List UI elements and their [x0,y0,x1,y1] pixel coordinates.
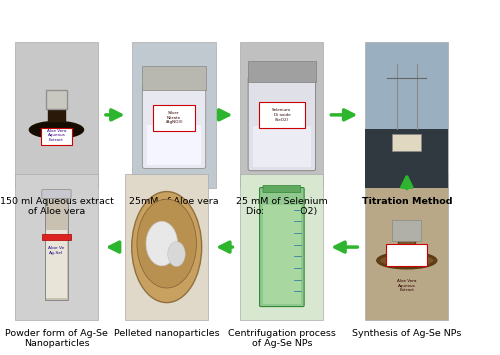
FancyBboxPatch shape [259,102,305,128]
FancyBboxPatch shape [365,130,448,188]
Text: Powder form of Ag-Se
Nanoparticles: Powder form of Ag-Se Nanoparticles [5,329,108,348]
FancyBboxPatch shape [253,126,310,167]
FancyBboxPatch shape [263,205,300,304]
FancyBboxPatch shape [142,66,206,90]
FancyBboxPatch shape [392,220,422,241]
FancyBboxPatch shape [46,90,67,109]
FancyBboxPatch shape [132,42,216,188]
Ellipse shape [168,241,185,267]
Text: Silver
Nitrate
(AgNO3): Silver Nitrate (AgNO3) [165,111,183,125]
Text: Aloe Vera
Aqueous
Extract: Aloe Vera Aqueous Extract [397,279,416,292]
Text: 25mM of Aloe vera: 25mM of Aloe vera [129,197,219,206]
FancyBboxPatch shape [42,190,71,199]
Ellipse shape [30,121,84,138]
Ellipse shape [30,123,82,137]
FancyBboxPatch shape [15,174,98,320]
FancyBboxPatch shape [386,244,428,267]
FancyBboxPatch shape [263,186,300,192]
Text: Titration Method: Titration Method [362,197,452,206]
FancyBboxPatch shape [142,84,206,169]
Text: Centrifugation process
of Ag-Se NPs: Centrifugation process of Ag-Se NPs [228,329,336,348]
FancyBboxPatch shape [15,42,98,188]
FancyBboxPatch shape [240,42,324,188]
FancyBboxPatch shape [154,105,194,131]
Ellipse shape [137,199,196,288]
FancyBboxPatch shape [148,125,201,165]
Text: Aloe Ve
Ag-Sel: Aloe Ve Ag-Sel [48,246,64,255]
FancyBboxPatch shape [45,195,68,300]
FancyBboxPatch shape [240,174,324,320]
FancyBboxPatch shape [41,128,72,145]
FancyBboxPatch shape [42,234,70,240]
FancyBboxPatch shape [248,61,316,82]
Text: 150 ml Aqueous extract
of Aloe vera: 150 ml Aqueous extract of Aloe vera [0,197,114,216]
FancyBboxPatch shape [48,100,64,123]
Ellipse shape [132,192,202,302]
FancyBboxPatch shape [248,77,316,171]
Text: 25 mM of Selenium
Dioxide (SeO2): 25 mM of Selenium Dioxide (SeO2) [236,197,328,216]
Text: Aloe Vera
Aqueous
Extract: Aloe Vera Aqueous Extract [46,129,66,142]
Text: Pelleted nanoparticles: Pelleted nanoparticles [114,329,220,338]
FancyBboxPatch shape [392,134,422,151]
FancyBboxPatch shape [365,174,448,320]
Ellipse shape [377,252,437,269]
FancyBboxPatch shape [260,187,304,307]
FancyBboxPatch shape [365,42,448,188]
Ellipse shape [146,222,178,266]
FancyBboxPatch shape [125,174,208,320]
FancyBboxPatch shape [398,233,415,255]
FancyBboxPatch shape [46,230,67,298]
Text: Selenium
Di oxide
(SeO2): Selenium Di oxide (SeO2) [272,108,291,121]
Text: Synthesis of Ag-Se NPs: Synthesis of Ag-Se NPs [352,329,462,338]
Ellipse shape [379,253,434,267]
